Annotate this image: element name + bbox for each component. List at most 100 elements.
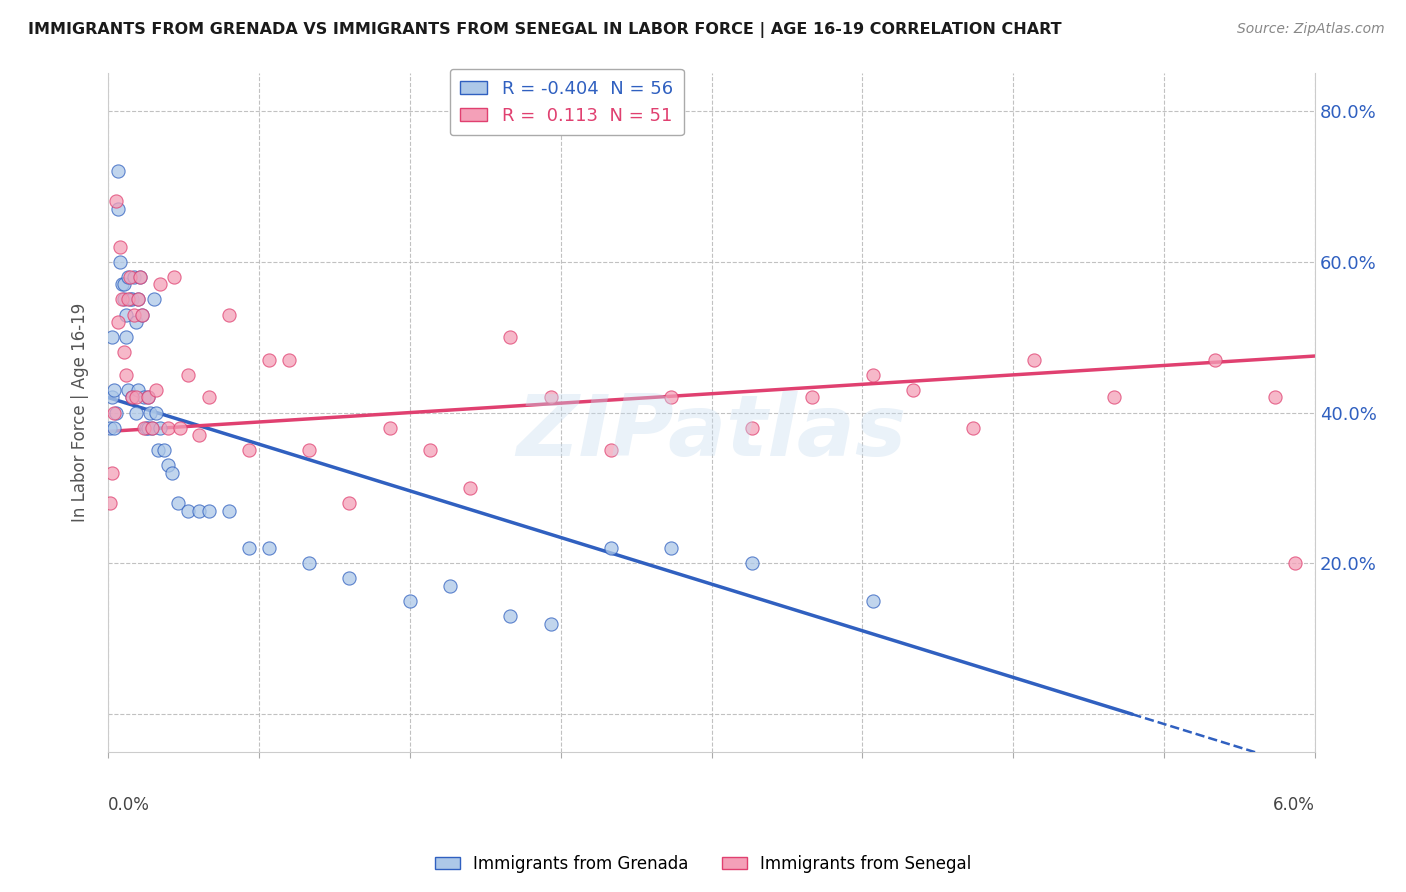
Point bbox=[499, 330, 522, 344]
Point bbox=[125, 406, 148, 420]
Point bbox=[540, 391, 562, 405]
Point bbox=[162, 466, 184, 480]
Point bbox=[115, 330, 138, 344]
Point bbox=[741, 557, 763, 571]
Point bbox=[98, 420, 121, 434]
Point bbox=[120, 293, 142, 307]
Point bbox=[101, 391, 124, 405]
Point bbox=[111, 277, 134, 292]
Point bbox=[135, 420, 157, 434]
Point bbox=[257, 352, 280, 367]
Point bbox=[117, 269, 139, 284]
Point bbox=[127, 293, 149, 307]
Point bbox=[600, 443, 623, 458]
Text: Source: ZipAtlas.com: Source: ZipAtlas.com bbox=[1237, 22, 1385, 37]
Point bbox=[659, 541, 682, 556]
Point bbox=[419, 443, 441, 458]
Point bbox=[257, 541, 280, 556]
Point bbox=[218, 308, 240, 322]
Point bbox=[120, 269, 142, 284]
Point bbox=[107, 164, 129, 178]
Point bbox=[600, 541, 623, 556]
Point bbox=[129, 269, 152, 284]
Point bbox=[111, 293, 134, 307]
Point bbox=[112, 293, 135, 307]
Point bbox=[238, 443, 260, 458]
Point bbox=[862, 368, 884, 382]
Point bbox=[101, 330, 124, 344]
Point bbox=[378, 420, 401, 434]
Point bbox=[125, 315, 148, 329]
Point bbox=[136, 391, 159, 405]
Point bbox=[145, 383, 167, 397]
Point bbox=[659, 391, 682, 405]
Y-axis label: In Labor Force | Age 16-19: In Labor Force | Age 16-19 bbox=[72, 303, 89, 522]
Point bbox=[122, 308, 145, 322]
Point bbox=[98, 496, 121, 510]
Text: ZIPatlas: ZIPatlas bbox=[516, 392, 907, 475]
Point bbox=[125, 391, 148, 405]
Point bbox=[439, 579, 461, 593]
Point bbox=[1102, 391, 1125, 405]
Point bbox=[801, 391, 824, 405]
Point bbox=[862, 594, 884, 608]
Point bbox=[499, 609, 522, 624]
Point bbox=[339, 572, 361, 586]
Point bbox=[1264, 391, 1286, 405]
Point bbox=[115, 308, 138, 322]
Point bbox=[145, 406, 167, 420]
Point bbox=[962, 420, 984, 434]
Point bbox=[197, 503, 219, 517]
Point bbox=[107, 202, 129, 216]
Point bbox=[177, 368, 200, 382]
Point bbox=[107, 315, 129, 329]
Point bbox=[458, 481, 481, 495]
Point bbox=[298, 443, 321, 458]
Point bbox=[136, 391, 159, 405]
Point bbox=[141, 420, 163, 434]
Point bbox=[148, 443, 170, 458]
Point bbox=[127, 293, 149, 307]
Point bbox=[134, 420, 156, 434]
Point bbox=[117, 383, 139, 397]
Point bbox=[131, 308, 153, 322]
Point bbox=[121, 391, 143, 405]
Point bbox=[121, 293, 143, 307]
Point bbox=[141, 420, 163, 434]
Text: 6.0%: 6.0% bbox=[1274, 796, 1315, 814]
Point bbox=[169, 420, 191, 434]
Point bbox=[129, 269, 152, 284]
Point bbox=[1204, 352, 1226, 367]
Point bbox=[157, 458, 180, 473]
Point bbox=[1284, 557, 1306, 571]
Point bbox=[117, 293, 139, 307]
Point bbox=[167, 496, 190, 510]
Point bbox=[136, 420, 159, 434]
Point bbox=[197, 391, 219, 405]
Point bbox=[177, 503, 200, 517]
Point bbox=[115, 368, 138, 382]
Point bbox=[339, 496, 361, 510]
Point bbox=[163, 269, 186, 284]
Text: IMMIGRANTS FROM GRENADA VS IMMIGRANTS FROM SENEGAL IN LABOR FORCE | AGE 16-19 CO: IMMIGRANTS FROM GRENADA VS IMMIGRANTS FR… bbox=[28, 22, 1062, 38]
Point bbox=[112, 277, 135, 292]
Legend: Immigrants from Grenada, Immigrants from Senegal: Immigrants from Grenada, Immigrants from… bbox=[427, 848, 979, 880]
Point bbox=[103, 383, 125, 397]
Point bbox=[238, 541, 260, 556]
Point bbox=[105, 194, 128, 209]
Point bbox=[153, 443, 176, 458]
Point bbox=[187, 503, 209, 517]
Point bbox=[278, 352, 301, 367]
Point bbox=[298, 557, 321, 571]
Text: 0.0%: 0.0% bbox=[108, 796, 150, 814]
Legend: R = -0.404  N = 56, R =  0.113  N = 51: R = -0.404 N = 56, R = 0.113 N = 51 bbox=[450, 69, 683, 136]
Point bbox=[103, 406, 125, 420]
Point bbox=[108, 254, 131, 268]
Point bbox=[398, 594, 420, 608]
Point bbox=[122, 269, 145, 284]
Point bbox=[105, 406, 128, 420]
Point bbox=[1022, 352, 1045, 367]
Point bbox=[157, 420, 180, 434]
Point bbox=[101, 466, 124, 480]
Point bbox=[134, 391, 156, 405]
